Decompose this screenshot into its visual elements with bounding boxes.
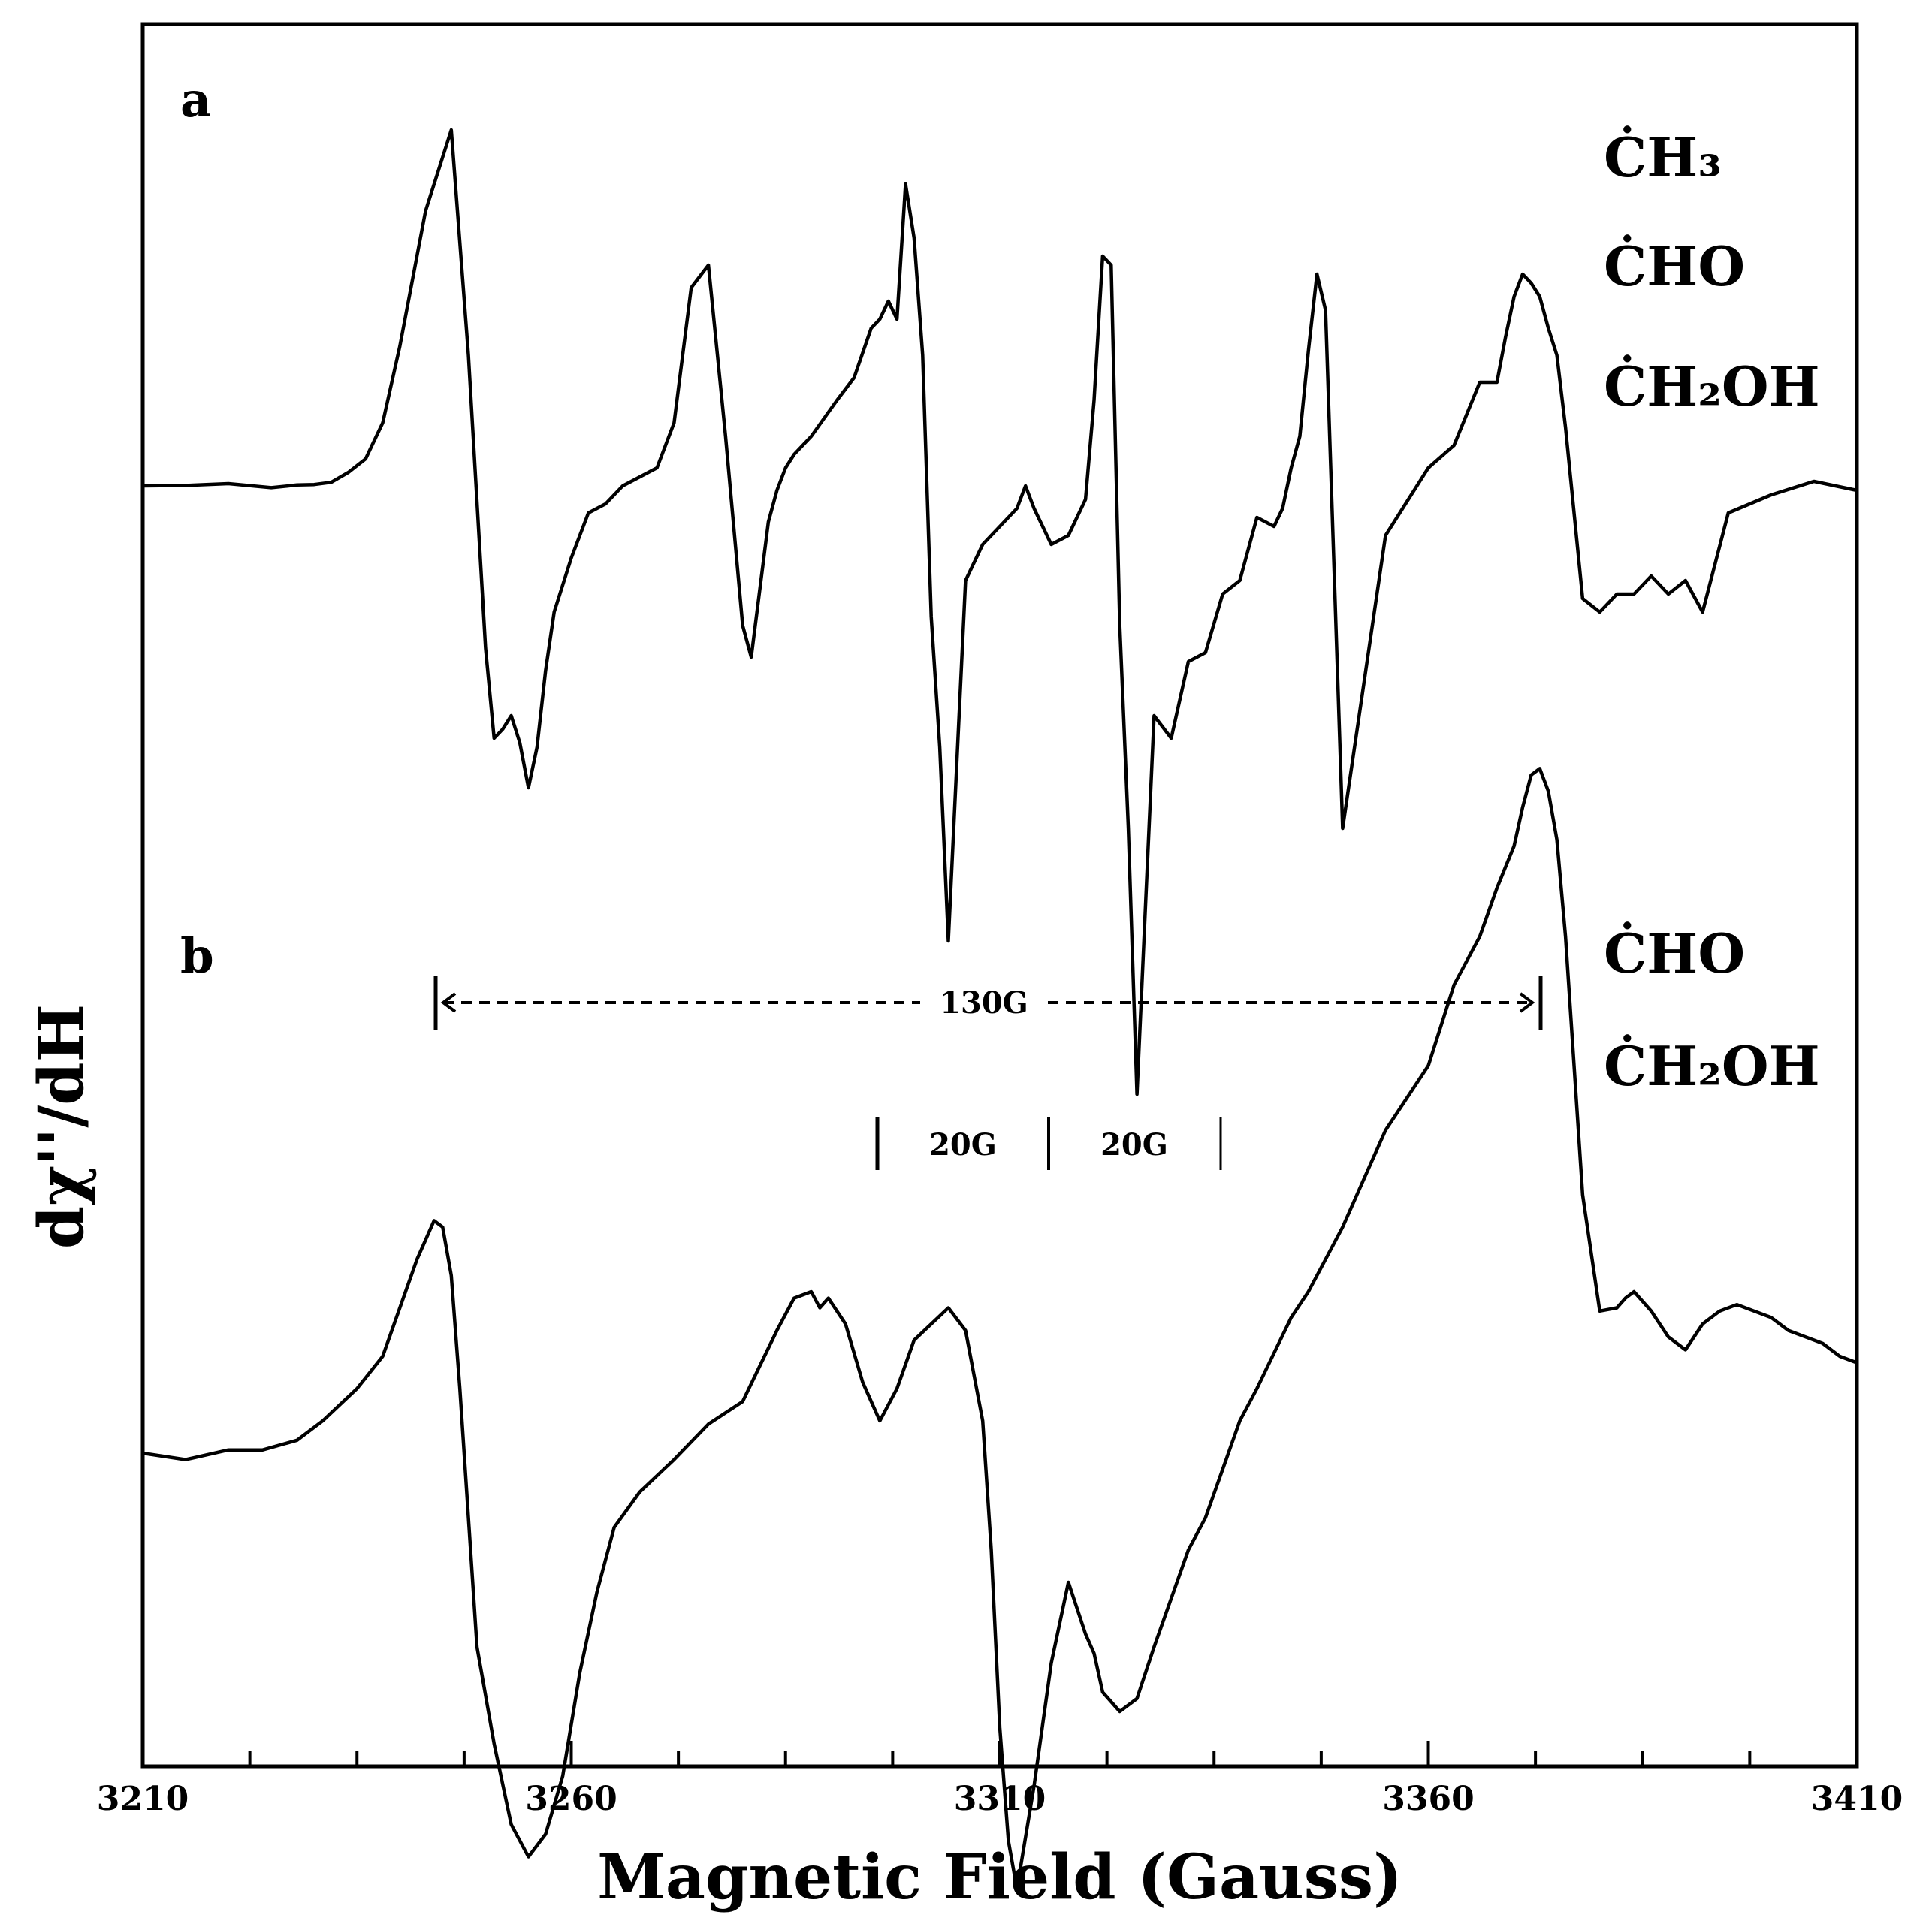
x-axis-ticks [141,1741,1858,1766]
splitting-20g-label: 20G [929,1127,997,1163]
species-label: ĊH₂OH [1604,354,1820,418]
x-tick-label: 3410 [1811,1780,1903,1818]
splitting-20g-label: 20G [1100,1127,1168,1163]
splitting-130g-marker: 130G [433,976,1543,1030]
y-axis-label: dχ''/dH [26,1004,98,1249]
x-tick-label: 3360 [1382,1780,1474,1818]
arrow-left-icon [440,992,457,1013]
species-label: ĊHO [1604,234,1745,298]
plot-frame [140,22,1859,1769]
species-label: ĊH₃ [1604,125,1722,189]
splitting-20g-markers: 20G 20G [875,1117,1222,1170]
panel-a-label: a [180,72,211,128]
species-label: ĊHO [1604,921,1745,985]
arrow-right-icon [1519,992,1535,1013]
panel-a-species-list: ĊH₃ ĊHO ĊH₂OH [1604,125,1820,418]
x-axis-tick-labels: 3210 3260 3310 3360 3410 [97,1780,1903,1818]
species-label: ĊH₂OH [1604,1033,1820,1098]
splitting-130g-label: 130G [940,985,1028,1021]
panel-b-species-list: ĊHO ĊH₂OH [1604,921,1820,1098]
x-axis-label: Magnetic Field (Gauss) [597,1841,1402,1913]
panel-b-label: b [180,928,214,985]
spectrum-a-line [140,128,1859,1096]
spectrum-b-line [140,767,1859,1891]
x-tick-label: 3260 [525,1780,617,1818]
x-tick-label: 3210 [97,1780,189,1818]
